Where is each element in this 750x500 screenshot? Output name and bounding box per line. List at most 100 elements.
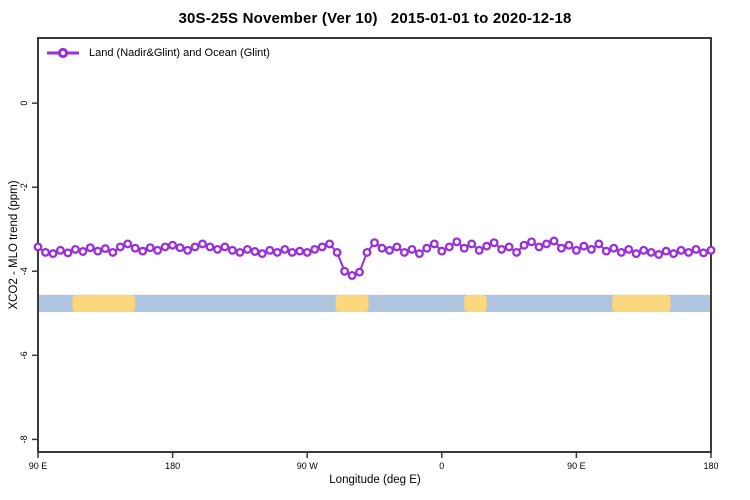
data-point-marker bbox=[160, 242, 170, 252]
data-point-marker bbox=[115, 242, 125, 252]
x-tick-label: 90 E bbox=[29, 461, 48, 471]
data-point-marker bbox=[399, 247, 409, 257]
data-point-marker bbox=[616, 247, 626, 257]
data-point-marker bbox=[55, 245, 65, 255]
y-tick-label: -6 bbox=[19, 351, 29, 359]
data-point-marker bbox=[220, 242, 230, 252]
data-point-marker bbox=[213, 244, 222, 254]
data-point-marker bbox=[362, 247, 372, 257]
data-point-marker bbox=[542, 239, 551, 249]
data-point-marker bbox=[385, 245, 394, 255]
data-point-marker bbox=[175, 243, 185, 253]
data-point-marker bbox=[183, 245, 193, 255]
land-segment bbox=[72, 294, 136, 313]
x-tick-label: 0 bbox=[439, 461, 444, 471]
data-point-marker bbox=[407, 244, 417, 254]
data-point-marker bbox=[153, 245, 163, 255]
chart-title: 30S-25S November (Ver 10) 2015-01-01 to … bbox=[178, 10, 572, 27]
data-point-marker bbox=[242, 244, 252, 254]
data-point-marker bbox=[205, 242, 215, 252]
data-point-marker bbox=[444, 242, 454, 252]
y-axis-ticks: 0 -2 -4 -6 -8 bbox=[19, 101, 38, 443]
legend-open-circle-line-icon bbox=[46, 47, 80, 59]
data-point-marker bbox=[594, 239, 604, 249]
data-point-marker bbox=[646, 247, 656, 257]
data-point-marker bbox=[512, 247, 522, 257]
data-point-marker bbox=[571, 245, 581, 255]
land-segment bbox=[464, 294, 487, 313]
data-point-marker bbox=[631, 249, 641, 259]
data-point-marker bbox=[33, 242, 43, 252]
legend: Land (Nadir&Glint) and Ocean (Glint) bbox=[46, 46, 270, 60]
data-point-marker bbox=[317, 242, 327, 252]
data-point-marker bbox=[130, 243, 140, 253]
data-point-marker bbox=[227, 245, 237, 255]
data-point-marker bbox=[310, 244, 320, 254]
x-tick-label: 90 E bbox=[567, 461, 586, 471]
data-point-marker bbox=[639, 245, 649, 255]
data-point-marker bbox=[235, 247, 245, 257]
land-segment bbox=[335, 294, 369, 313]
data-point-marker bbox=[549, 236, 559, 246]
data-point-marker bbox=[699, 248, 708, 258]
data-point-marker bbox=[482, 241, 492, 251]
legend-label: Land (Nadir&Glint) and Ocean (Glint) bbox=[89, 47, 270, 59]
data-point-marker bbox=[564, 240, 574, 250]
data-point-marker bbox=[706, 245, 716, 255]
data-point-marker bbox=[287, 247, 297, 257]
data-point-marker bbox=[392, 242, 402, 252]
y-tick-label: -2 bbox=[19, 183, 29, 191]
data-point-marker bbox=[355, 267, 364, 277]
data-point-marker bbox=[422, 243, 432, 253]
y-tick-label: 0 bbox=[19, 101, 29, 106]
data-point-marker bbox=[108, 247, 118, 257]
data-point-marker bbox=[489, 238, 499, 248]
data-point-marker bbox=[100, 244, 110, 254]
data-point-marker bbox=[325, 239, 335, 249]
data-point-marker bbox=[41, 247, 50, 257]
x-axis-ticks: 90 E 180 90 W 0 90 E 180 bbox=[29, 452, 719, 471]
data-point-marker bbox=[340, 266, 350, 276]
data-point-marker bbox=[534, 242, 544, 252]
land-segment bbox=[612, 294, 671, 313]
data-point-marker bbox=[669, 249, 679, 259]
data-point-marker bbox=[527, 237, 536, 247]
x-axis-label: Longitude (deg E) bbox=[329, 474, 421, 486]
y-tick-label: -4 bbox=[19, 267, 29, 275]
data-point-marker bbox=[676, 245, 686, 255]
data-point-marker bbox=[497, 244, 507, 254]
data-point-marker bbox=[556, 243, 566, 253]
data-point-marker bbox=[250, 247, 260, 256]
data-point-marker bbox=[609, 243, 619, 253]
data-point-marker bbox=[414, 249, 424, 259]
data-point-marker bbox=[302, 247, 312, 257]
data-point-marker bbox=[257, 249, 267, 259]
data-point-marker bbox=[272, 247, 282, 257]
x-tick-label: 90 W bbox=[297, 461, 319, 471]
data-point-marker bbox=[377, 243, 387, 253]
data-point-marker bbox=[437, 246, 447, 256]
data-point-marker bbox=[504, 242, 514, 252]
data-point-marker bbox=[370, 238, 379, 248]
data-point-marker bbox=[624, 244, 634, 254]
data-point-marker bbox=[691, 244, 701, 254]
series-markers bbox=[33, 236, 716, 280]
data-point-marker bbox=[429, 239, 439, 249]
data-point-marker bbox=[63, 248, 73, 258]
data-point-marker bbox=[654, 250, 664, 259]
data-point-marker bbox=[145, 243, 155, 253]
data-point-marker bbox=[168, 240, 178, 250]
data-point-marker bbox=[123, 239, 133, 249]
data-point-marker bbox=[467, 239, 477, 249]
data-point-marker bbox=[332, 247, 342, 257]
data-point-marker bbox=[347, 271, 357, 280]
data-point-marker bbox=[586, 244, 596, 254]
data-point-marker bbox=[295, 246, 305, 256]
data-point-marker bbox=[459, 243, 469, 253]
data-point-marker bbox=[138, 246, 148, 256]
data-point-marker bbox=[265, 245, 275, 255]
data-point-marker bbox=[280, 244, 290, 254]
land-ocean-band bbox=[38, 294, 711, 313]
data-point-marker bbox=[519, 240, 529, 250]
